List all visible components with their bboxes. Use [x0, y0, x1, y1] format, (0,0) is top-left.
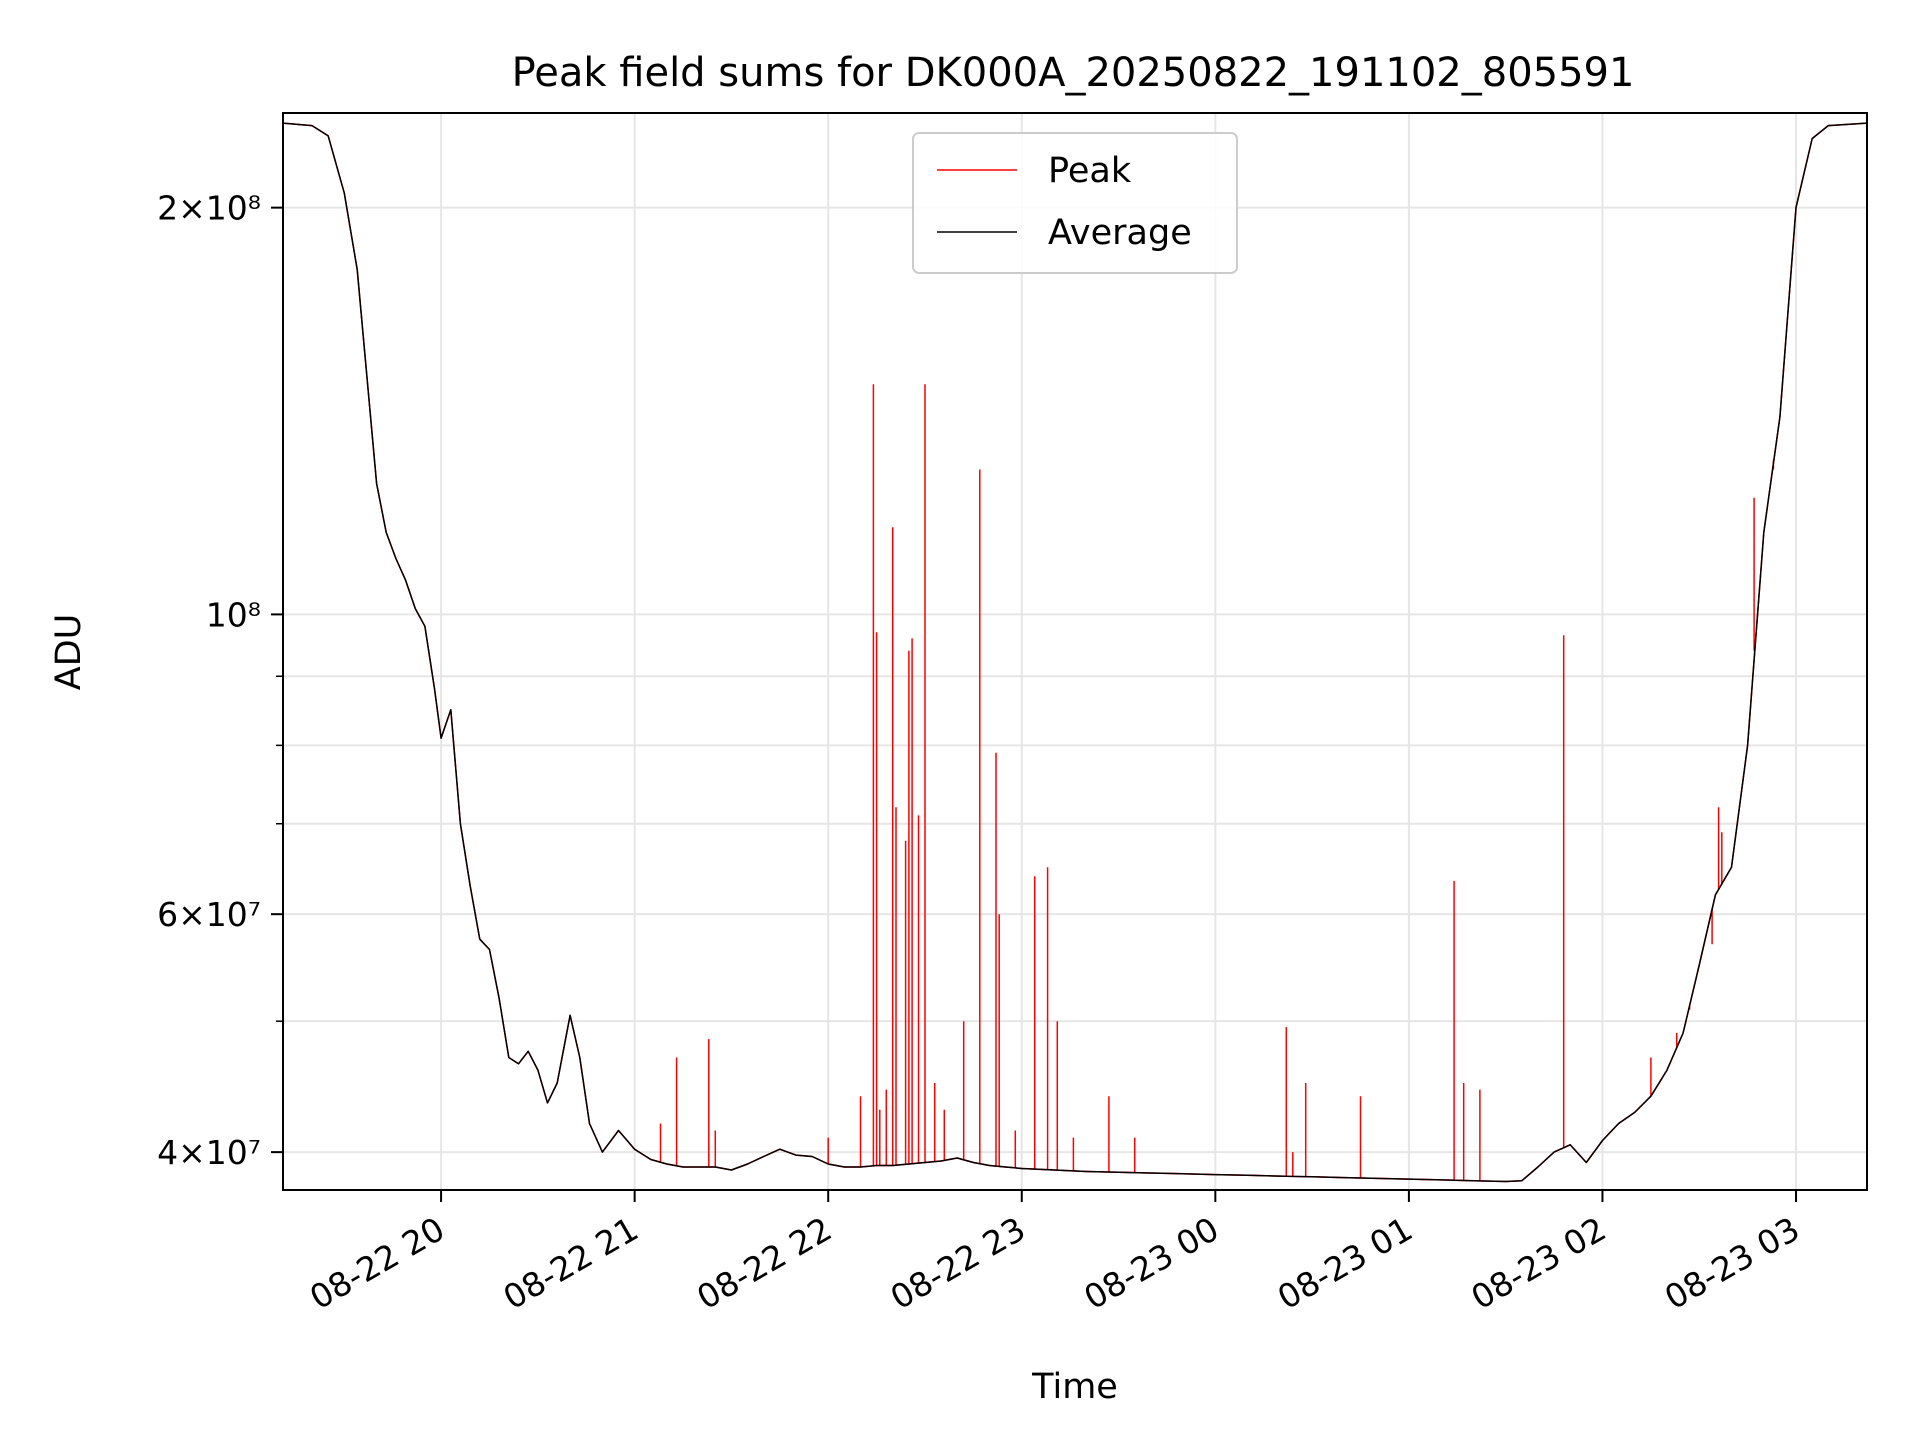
y-tick-label: 10⁸ — [206, 595, 261, 634]
y-axis-label: ADU — [49, 614, 89, 691]
chart-title: Peak field sums for DK000A_20250822_1911… — [512, 50, 1635, 96]
y-tick-label: 2×10⁸ — [157, 189, 261, 228]
legend-label-average: Average — [1048, 213, 1192, 253]
plot-background — [283, 113, 1867, 1190]
series-layer — [282, 122, 1868, 1183]
y-tick-label: 4×10⁷ — [157, 1133, 261, 1172]
legend: Peak Average — [912, 132, 1238, 274]
legend-label-peak: Peak — [1048, 151, 1132, 191]
legend-frame — [912, 132, 1238, 274]
grid — [283, 113, 1867, 1190]
plot-frame — [282, 112, 1868, 1191]
plot-area: 08-22 20 08-22 21 08-22 22 08-22 23 08-23 00… — [157, 112, 1868, 1317]
series-average-line — [282, 122, 1868, 1183]
y-axis: 4×10⁷ 6×10⁷ 10⁸ 2×10⁸ — [157, 189, 283, 1172]
y-tick-label: 6×10⁷ — [157, 895, 261, 934]
x-axis-label: Time — [1031, 1367, 1118, 1407]
